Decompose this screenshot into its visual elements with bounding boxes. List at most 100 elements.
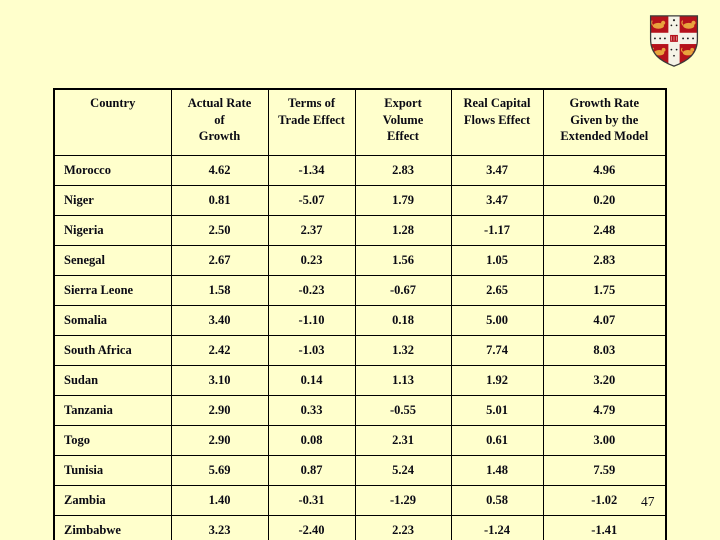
value-cell: 4.62: [170, 155, 269, 186]
value-cell: 3.40: [170, 305, 269, 336]
header-actual-rate: Actual Rate of Growth: [170, 88, 269, 156]
value-cell: 0.18: [354, 305, 452, 336]
value-cell: -1.03: [267, 335, 356, 366]
value-cell: 2.42: [170, 335, 269, 366]
country-cell: Togo: [53, 425, 172, 456]
header-terms-of-trade: Terms of Trade Effect: [267, 88, 356, 156]
value-cell: 3.47: [450, 155, 544, 186]
value-cell: 1.75: [542, 275, 667, 306]
value-cell: -1.02: [542, 485, 667, 516]
value-cell: -1.41: [542, 515, 667, 540]
value-cell: 2.48: [542, 215, 667, 246]
header-row: Country Actual Rate of Growth Terms of T…: [53, 88, 667, 156]
value-cell: 1.32: [354, 335, 452, 366]
table-row: Niger 0.81 -5.07 1.79 3.47 0.20: [53, 185, 667, 216]
value-cell: 1.40: [170, 485, 269, 516]
table-row: Tanzania 2.90 0.33 -0.55 5.01 4.79: [53, 395, 667, 426]
value-cell: 0.23: [267, 245, 356, 276]
value-cell: 0.81: [170, 185, 269, 216]
country-cell: Sierra Leone: [53, 275, 172, 306]
value-cell: 3.00: [542, 425, 667, 456]
value-cell: 0.20: [542, 185, 667, 216]
country-cell: South Africa: [53, 335, 172, 366]
growth-decomposition-table: Country Actual Rate of Growth Terms of T…: [53, 88, 667, 540]
value-cell: 7.74: [450, 335, 544, 366]
value-cell: -0.23: [267, 275, 356, 306]
value-cell: 4.79: [542, 395, 667, 426]
value-cell: 1.56: [354, 245, 452, 276]
country-cell: Zambia: [53, 485, 172, 516]
country-cell: Niger: [53, 185, 172, 216]
header-extended-model: Growth Rate Given by the Extended Model: [542, 88, 667, 156]
value-cell: 2.31: [354, 425, 452, 456]
value-cell: 3.10: [170, 365, 269, 396]
country-cell: Morocco: [53, 155, 172, 186]
value-cell: 1.28: [354, 215, 452, 246]
value-cell: 5.01: [450, 395, 544, 426]
value-cell: 1.79: [354, 185, 452, 216]
value-cell: 2.50: [170, 215, 269, 246]
table-row: Sudan 3.10 0.14 1.13 1.92 3.20: [53, 365, 667, 396]
header-export-volume: Export Volume Effect: [354, 88, 452, 156]
value-cell: 5.00: [450, 305, 544, 336]
value-cell: 3.47: [450, 185, 544, 216]
value-cell: 5.69: [170, 455, 269, 486]
value-cell: 0.61: [450, 425, 544, 456]
value-cell: -1.17: [450, 215, 544, 246]
value-cell: 1.48: [450, 455, 544, 486]
header-country: Country: [53, 88, 172, 156]
value-cell: 4.07: [542, 305, 667, 336]
value-cell: 3.23: [170, 515, 269, 540]
country-cell: Tanzania: [53, 395, 172, 426]
value-cell: -0.55: [354, 395, 452, 426]
country-cell: Sudan: [53, 365, 172, 396]
value-cell: -1.34: [267, 155, 356, 186]
country-cell: Nigeria: [53, 215, 172, 246]
table-row: Senegal 2.67 0.23 1.56 1.05 2.83: [53, 245, 667, 276]
value-cell: 0.08: [267, 425, 356, 456]
value-cell: 8.03: [542, 335, 667, 366]
value-cell: 2.83: [354, 155, 452, 186]
table-header: Country Actual Rate of Growth Terms of T…: [53, 88, 667, 156]
cambridge-crest-icon: [649, 15, 699, 67]
country-cell: Senegal: [53, 245, 172, 276]
value-cell: 1.05: [450, 245, 544, 276]
country-cell: Tunisia: [53, 455, 172, 486]
value-cell: -5.07: [267, 185, 356, 216]
value-cell: 5.24: [354, 455, 452, 486]
value-cell: 1.92: [450, 365, 544, 396]
table-row: Nigeria 2.50 2.37 1.28 -1.17 2.48: [53, 215, 667, 246]
value-cell: 1.58: [170, 275, 269, 306]
table-body: Morocco 4.62 -1.34 2.83 3.47 4.96 Niger 0.81 -5.…: [53, 155, 667, 540]
value-cell: 0.14: [267, 365, 356, 396]
value-cell: -1.10: [267, 305, 356, 336]
table-row: South Africa 2.42 -1.03 1.32 7.74 8.03: [53, 335, 667, 366]
value-cell: 0.33: [267, 395, 356, 426]
value-cell: -2.40: [267, 515, 356, 540]
value-cell: 2.23: [354, 515, 452, 540]
country-cell: Zimbabwe: [53, 515, 172, 540]
table-row: Morocco 4.62 -1.34 2.83 3.47 4.96: [53, 155, 667, 186]
value-cell: 3.20: [542, 365, 667, 396]
value-cell: 2.90: [170, 395, 269, 426]
value-cell: 2.90: [170, 425, 269, 456]
value-cell: 4.96: [542, 155, 667, 186]
table-row: Somalia 3.40 -1.10 0.18 5.00 4.07: [53, 305, 667, 336]
value-cell: 2.83: [542, 245, 667, 276]
value-cell: 0.87: [267, 455, 356, 486]
header-real-capital: Real Capital Flows Effect: [450, 88, 544, 156]
value-cell: 0.58: [450, 485, 544, 516]
slide-page-number: 47: [641, 494, 655, 509]
value-cell: 2.67: [170, 245, 269, 276]
value-cell: 2.37: [267, 215, 356, 246]
value-cell: -1.29: [354, 485, 452, 516]
table-row: Sierra Leone 1.58 -0.23 -0.67 2.65 1.75: [53, 275, 667, 306]
value-cell: -0.31: [267, 485, 356, 516]
value-cell: 7.59: [542, 455, 667, 486]
value-cell: -1.24: [450, 515, 544, 540]
table-row: Togo 2.90 0.08 2.31 0.61 3.00: [53, 425, 667, 456]
value-cell: 2.65: [450, 275, 544, 306]
country-cell: Somalia: [53, 305, 172, 336]
table-row: Tunisia 5.69 0.87 5.24 1.48 7.59: [53, 455, 667, 486]
